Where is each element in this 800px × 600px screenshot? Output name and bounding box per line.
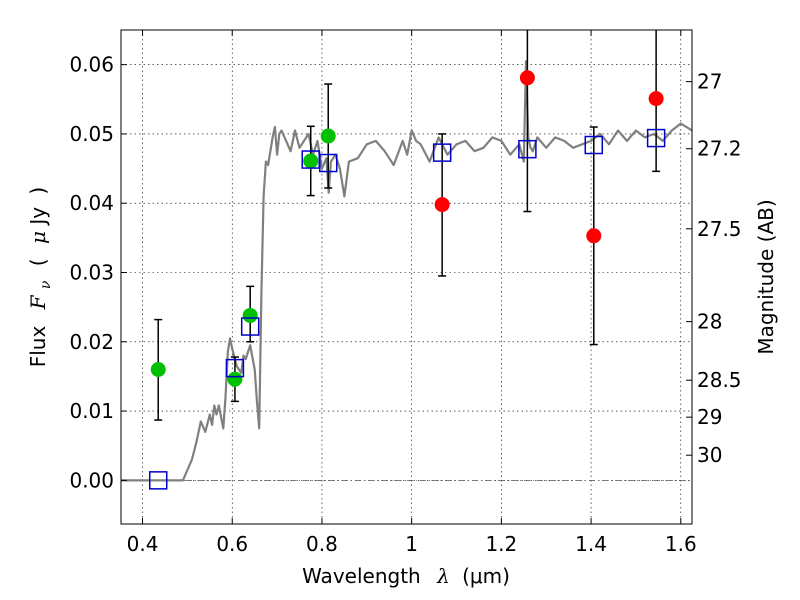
x-tick-label: 0.8 — [306, 532, 338, 556]
y-axis-label-symbol: F — [26, 294, 50, 310]
model-spectrum — [121, 60, 693, 482]
x-axis-label-symbol: λ — [436, 564, 450, 588]
model-point — [518, 139, 537, 159]
x-tick-label: 1.4 — [575, 532, 607, 556]
y-axis-label-paren-open: ( — [26, 258, 50, 266]
y-tick-label: 0.04 — [69, 191, 114, 215]
grid — [121, 30, 692, 524]
model-spectrum-line — [121, 60, 693, 482]
y-axis-label-subscript: ν — [38, 280, 54, 289]
x-axis-label: Wavelength λ (μm) — [302, 564, 510, 588]
data-point — [434, 197, 450, 213]
data-point — [150, 361, 166, 377]
error-bars — [154, 30, 661, 421]
y-axis-label-mu: μ — [26, 231, 50, 244]
model-point — [318, 153, 338, 173]
data-point — [303, 153, 319, 169]
x-axis-label-unit: (μm) — [462, 564, 510, 588]
right-tick-label: 27 — [697, 70, 722, 94]
y-tick-label: 0.03 — [69, 260, 114, 284]
model-point — [584, 135, 604, 155]
right-tick-label: 27.5 — [697, 217, 742, 241]
data-point — [227, 371, 243, 387]
y-axis-label-word: Flux — [26, 326, 50, 368]
y-axis-label-unit: Jy — [26, 207, 50, 227]
data-markers — [148, 70, 666, 490]
data-point — [242, 307, 258, 323]
y-axis-label: Flux F ν ( μ Jy ) — [26, 187, 55, 368]
x-tick-label: 0.4 — [127, 532, 159, 556]
model-point — [225, 358, 245, 378]
x-axis: 0.4 0.6 0.8 1 1.2 1.4 1.6 — [127, 30, 697, 556]
model-point — [240, 317, 260, 336]
right-tick-label: 30 — [697, 443, 722, 467]
right-tick-label: 27.2 — [697, 137, 742, 161]
y-axis-label-paren-close: ) — [26, 187, 50, 195]
x-tick-label: 1.6 — [665, 532, 697, 556]
y-tick-label: 0.06 — [69, 53, 114, 77]
right-tick-label: 28 — [697, 310, 722, 334]
y-tick-label: 0.02 — [69, 330, 114, 354]
right-axis-label: Magnitude (AB) — [754, 199, 778, 354]
x-tick-label: 1.2 — [485, 532, 517, 556]
y-axis-right: 27 27.2 27.5 28 28.5 29 30 — [686, 70, 742, 467]
y-tick-label: 0.01 — [69, 399, 114, 423]
y-tick-label: 0.05 — [69, 122, 114, 146]
x-axis-label-word: Wavelength — [302, 564, 421, 588]
data-point — [586, 228, 602, 244]
right-tick-label: 29 — [697, 405, 722, 429]
x-tick-label: 0.6 — [216, 532, 248, 556]
right-tick-label: 28.5 — [697, 368, 742, 392]
data-point — [648, 91, 664, 107]
plot-frame — [120, 29, 693, 525]
model-point — [148, 471, 168, 490]
data-point — [519, 70, 535, 86]
y-axis-left: 0.00 0.01 0.02 0.03 0.04 0.05 0.06 — [69, 53, 127, 492]
x-tick-label: 1 — [405, 532, 418, 556]
model-point — [432, 143, 452, 162]
model-point — [646, 128, 666, 148]
y-tick-label: 0.00 — [69, 468, 114, 492]
data-point — [320, 128, 336, 144]
